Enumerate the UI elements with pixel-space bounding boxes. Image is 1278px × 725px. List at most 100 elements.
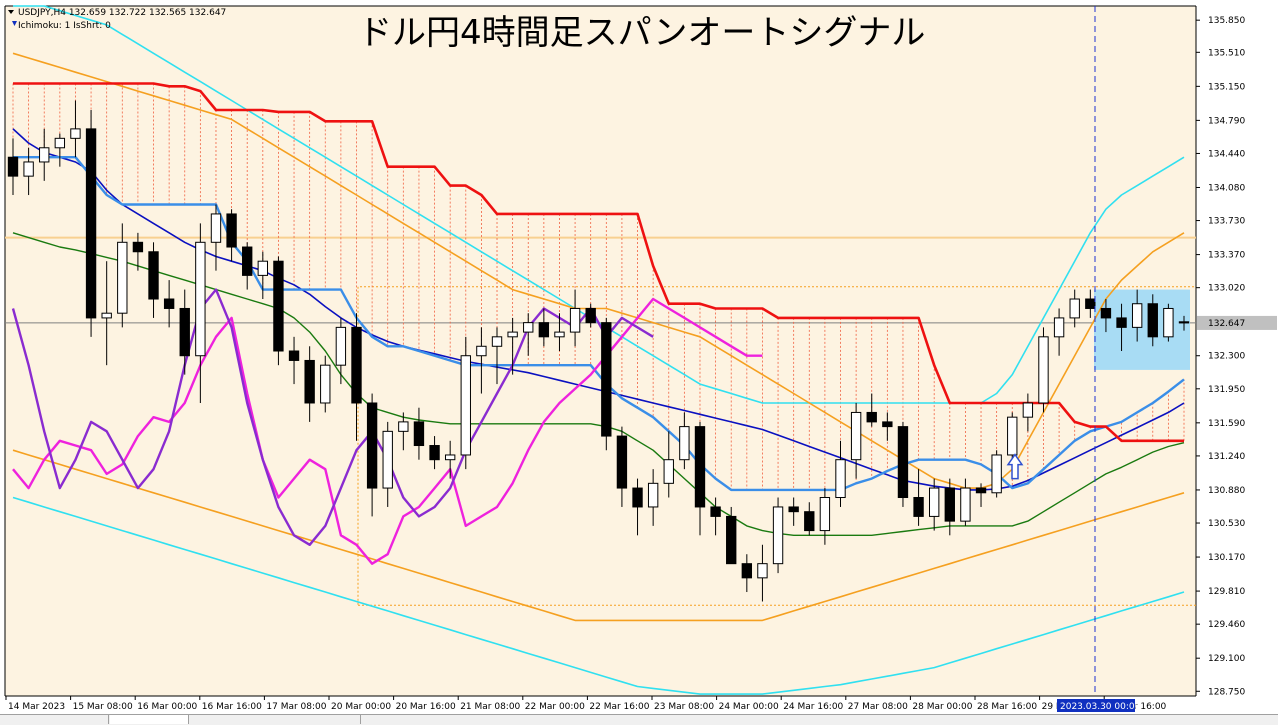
candle-body [1116,317,1127,328]
candle [772,497,784,574]
candle-body [850,411,862,461]
indicator-icon [12,21,17,26]
candle-body [7,156,19,177]
chart-tab[interactable] [190,715,361,724]
time-tick-label: 16 Mar 00:00 [137,702,197,712]
price-tick-label: 128.750 [1208,687,1245,697]
candle-body [398,421,409,432]
candle [616,426,628,507]
candle [257,251,268,300]
candle-body [429,445,440,461]
candle-body [929,487,940,517]
series-kijun [13,155,1185,492]
series-magenta-line [12,297,763,565]
candle [195,223,206,403]
candle [569,289,581,347]
candle-body [991,454,1002,494]
highlight-box [1094,289,1190,370]
candle [835,440,846,507]
price-tick-label: 134.440 [1208,149,1245,159]
current-price-tag [1197,315,1277,330]
time-tick-label: 23 Mar 08:00 [654,702,714,712]
candle-body [210,213,222,243]
candle-body [491,336,503,347]
candle-body [163,298,175,309]
candle-body [835,459,846,499]
candle [663,431,674,498]
price-tick-label: 135.150 [1208,82,1245,92]
candle-body [85,128,97,319]
candle [647,469,659,526]
candle [1085,289,1096,318]
time-tick-label: 22 Mar 00:00 [525,702,585,712]
candle-body [632,487,643,508]
candle-body [569,307,581,333]
candle-body [585,307,596,324]
candle [757,544,768,602]
candle [710,497,721,536]
series-purple-line [11,288,654,546]
price-tick-label: 131.950 [1208,385,1245,395]
candle [1053,308,1065,356]
candle-body [117,241,128,314]
candle-body [710,506,721,517]
candle-body [1147,303,1158,338]
candle-body [476,345,487,357]
candle [70,100,81,158]
candle-body [507,331,518,338]
candle-body [1022,402,1034,418]
candle [7,138,19,196]
candle-body [741,563,753,579]
time-tick-label: 28 Mar 16:00 [977,702,1037,712]
candle [819,488,831,545]
symbol-info: USDJPY,H4 132.659 132.722 132.565 132.64… [18,8,226,18]
dropdown-icon [8,10,14,14]
chart-tab[interactable] [0,715,109,724]
candle-body [273,260,284,352]
candle-body [54,137,66,149]
price-tick-label: 130.880 [1208,486,1245,496]
chart-tab-active[interactable] [110,715,189,724]
price-tick-label: 129.810 [1208,587,1245,597]
candle [179,289,190,375]
candle [850,402,862,479]
candle-body [882,421,893,428]
candle [320,355,331,413]
candle [1116,303,1127,351]
time-tick-label: 15 Mar 08:00 [73,702,133,712]
candle [741,554,753,593]
series-tenkan [12,128,1185,491]
time-tick-label: 16 Mar 16:00 [202,702,262,712]
series-bollinger-mid [12,232,1185,536]
candle-body [913,497,924,517]
candle-body [897,426,909,499]
candle [897,421,909,507]
candle [991,450,1002,498]
candle [1100,299,1112,333]
chart-tabs [0,714,1278,725]
candle-body [1038,336,1049,404]
candle [210,204,222,271]
candle [101,261,112,366]
candle [54,133,66,167]
candle [117,223,128,328]
series-bollinger-up2 [12,52,1185,489]
candle-body [195,241,206,357]
time-tick-label: 20 Mar 16:00 [396,702,456,712]
price-tick-label: 133.730 [1208,217,1245,227]
price-tick-label: 131.590 [1208,419,1245,429]
candle [351,313,362,441]
candle-body [1178,321,1190,324]
time-tick-label: 24 Mar 16:00 [783,702,843,712]
candle-body [132,241,144,253]
candle [460,336,471,470]
price-tick-label: 129.460 [1208,620,1245,630]
candle-body [1131,303,1143,328]
candle-body [819,497,831,532]
candle [913,469,924,526]
candle [538,308,550,347]
candle-body [1085,298,1096,309]
price-tick-label: 133.020 [1208,284,1245,294]
time-tick-label: 30 Mar 16:00 [1106,702,1166,712]
